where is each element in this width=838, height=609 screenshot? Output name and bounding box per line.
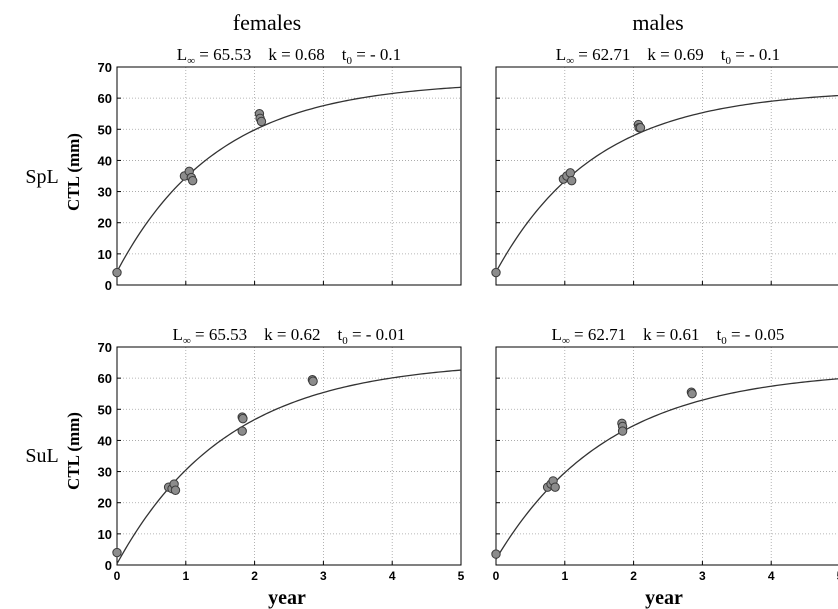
panel-title-part: L bbox=[173, 325, 183, 344]
x-tick-label: 5 bbox=[837, 569, 838, 583]
x-tick-label: 1 bbox=[182, 569, 189, 583]
column-header-females: females bbox=[233, 10, 301, 35]
y-axis-label-top: CTL (mm) bbox=[64, 133, 83, 211]
panel-title-part: = - 0.05 bbox=[727, 325, 785, 344]
panel-title-part: ∞ bbox=[183, 335, 191, 347]
data-point bbox=[112, 547, 122, 558]
data-point bbox=[565, 168, 576, 178]
panel-title-part: = - 0.1 bbox=[731, 45, 780, 64]
x-tick-label: 3 bbox=[699, 569, 706, 583]
y-tick-label: 10 bbox=[98, 527, 112, 542]
panel-title-part: = - 0.1 bbox=[352, 45, 401, 64]
plot-frame bbox=[116, 66, 462, 286]
panel-title: L∞ = 62.71 k = 0.69 t0 = - 0.1 bbox=[556, 45, 780, 67]
y-tick-label: 50 bbox=[98, 122, 112, 137]
y-tick-label: 50 bbox=[98, 402, 112, 417]
y-tick-label: 30 bbox=[98, 465, 112, 480]
x-axis-label-left: year bbox=[268, 587, 306, 609]
x-axis-label-right: year bbox=[645, 587, 683, 609]
panel-title-part: = 65.53 k = 0.62 t bbox=[191, 325, 343, 344]
y-tick-label: 40 bbox=[98, 153, 112, 168]
panel-1: L∞ = 62.71 k = 0.69 t0 = - 0.1 bbox=[491, 45, 838, 286]
panel-title-part: = 62.71 k = 0.61 t bbox=[570, 325, 722, 344]
data-point bbox=[237, 426, 247, 436]
panel-title: L∞ = 65.53 k = 0.62 t0 = - 0.01 bbox=[173, 325, 406, 347]
x-tick-label: 0 bbox=[114, 569, 121, 583]
data-point bbox=[170, 485, 181, 495]
data-point bbox=[238, 413, 248, 424]
x-tick-label: 4 bbox=[389, 569, 396, 583]
data-point bbox=[187, 175, 198, 186]
data-point bbox=[687, 389, 697, 399]
panel-title-part: = 62.71 k = 0.69 t bbox=[574, 45, 726, 64]
x-tick-label: 2 bbox=[251, 569, 258, 583]
panel-title-part: 0 bbox=[346, 55, 352, 67]
data-point bbox=[491, 549, 501, 559]
panel-2: 0 10 20 30 40 50 60 70 0 1 2 3 4 5 L∞ = 65.53 k = 0.62… bbox=[98, 325, 465, 583]
plot-frame bbox=[495, 66, 838, 286]
y-tick-label: 20 bbox=[98, 496, 112, 511]
growth-curve bbox=[495, 378, 838, 560]
plot-frame bbox=[116, 346, 462, 566]
data-point bbox=[112, 267, 122, 278]
plot-frame bbox=[495, 346, 838, 566]
panel-title-part: 0 bbox=[725, 55, 731, 67]
row-label-sul: SuL bbox=[25, 445, 58, 467]
panel-title-part: 0 bbox=[342, 335, 348, 347]
growth-curve bbox=[116, 86, 462, 272]
data-point bbox=[308, 376, 318, 386]
y-tick-label: 70 bbox=[98, 340, 112, 355]
growth-curve bbox=[495, 94, 838, 273]
y-tick-label: 40 bbox=[98, 433, 112, 448]
panel-title-part: L bbox=[556, 45, 566, 64]
column-header-males: males bbox=[632, 10, 683, 35]
panel-title-part: ∞ bbox=[187, 55, 195, 67]
panel-title-part: ∞ bbox=[562, 335, 570, 347]
panel-title-part: L bbox=[177, 45, 187, 64]
x-tick-label: 3 bbox=[320, 569, 327, 583]
y-tick-label: 10 bbox=[98, 247, 112, 262]
panel-title-part: = 65.53 k = 0.68 t bbox=[195, 45, 347, 64]
data-point bbox=[635, 123, 646, 133]
y-axis-label-bottom: CTL (mm) bbox=[64, 412, 83, 490]
panel-title-part: = - 0.01 bbox=[348, 325, 406, 344]
panel-title-part: L bbox=[552, 325, 562, 344]
panel-title: L∞ = 62.71 k = 0.61 t0 = - 0.05 bbox=[552, 325, 785, 347]
y-tick-label: 60 bbox=[98, 371, 112, 386]
y-tick-label: 0 bbox=[105, 558, 112, 573]
data-point bbox=[256, 116, 267, 127]
data-point bbox=[550, 482, 560, 492]
data-point bbox=[617, 426, 628, 436]
y-tick-label: 20 bbox=[98, 216, 112, 231]
y-tick-label: 30 bbox=[98, 185, 112, 200]
x-tick-label: 2 bbox=[630, 569, 637, 583]
panel-title-part: 0 bbox=[721, 335, 727, 347]
x-tick-label: 0 bbox=[493, 569, 500, 583]
x-tick-label: 5 bbox=[458, 569, 465, 583]
panel-title-part: ∞ bbox=[566, 55, 574, 67]
x-tick-label: 4 bbox=[768, 569, 775, 583]
growth-curve bbox=[116, 369, 462, 565]
y-tick-label: 70 bbox=[98, 60, 112, 75]
panel-title: L∞ = 65.53 k = 0.68 t0 = - 0.1 bbox=[177, 45, 401, 67]
data-point bbox=[491, 267, 501, 278]
data-point bbox=[566, 175, 577, 186]
row-label-spl: SpL bbox=[25, 166, 58, 188]
y-tick-label: 0 bbox=[105, 278, 112, 293]
y-tick-label: 60 bbox=[98, 91, 112, 106]
x-tick-label: 1 bbox=[561, 569, 568, 583]
